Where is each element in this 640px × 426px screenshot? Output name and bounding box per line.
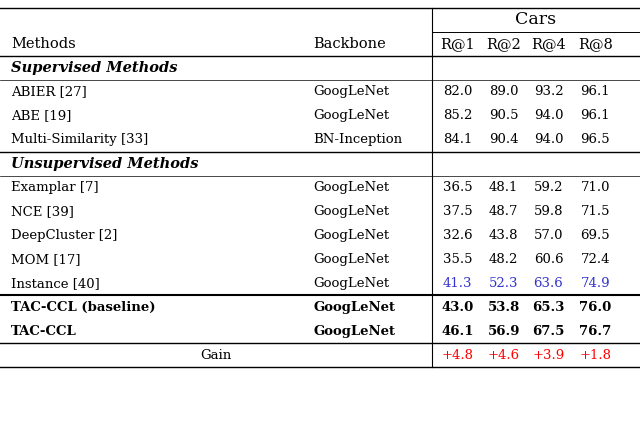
Text: GoogLeNet: GoogLeNet <box>314 253 390 266</box>
Text: Gain: Gain <box>200 349 232 362</box>
Text: DeepCluster [2]: DeepCluster [2] <box>11 229 117 242</box>
Text: GoogLeNet: GoogLeNet <box>314 205 390 218</box>
Text: 52.3: 52.3 <box>489 277 518 290</box>
Text: Examplar [7]: Examplar [7] <box>11 181 99 194</box>
Text: 48.2: 48.2 <box>489 253 518 266</box>
Text: ABIER [27]: ABIER [27] <box>11 85 86 98</box>
Text: TAC-CCL: TAC-CCL <box>11 325 77 338</box>
Text: Unsupervised Methods: Unsupervised Methods <box>11 157 198 170</box>
Text: 90.5: 90.5 <box>489 109 518 122</box>
Text: 82.0: 82.0 <box>443 85 472 98</box>
Text: 65.3: 65.3 <box>532 301 564 314</box>
Text: 60.6: 60.6 <box>534 253 563 266</box>
Text: R@1: R@1 <box>440 37 475 51</box>
Text: 76.7: 76.7 <box>579 325 611 338</box>
Text: 46.1: 46.1 <box>442 325 474 338</box>
Text: GoogLeNet: GoogLeNet <box>314 85 390 98</box>
Text: 36.5: 36.5 <box>443 181 472 194</box>
Text: 43.0: 43.0 <box>442 301 474 314</box>
Text: +1.8: +1.8 <box>579 349 611 362</box>
Text: 56.9: 56.9 <box>488 325 520 338</box>
Text: 96.1: 96.1 <box>580 85 610 98</box>
Text: Supervised Methods: Supervised Methods <box>11 60 177 75</box>
Text: 94.0: 94.0 <box>534 109 563 122</box>
Text: GoogLeNet: GoogLeNet <box>314 181 390 194</box>
Text: R@8: R@8 <box>578 37 612 51</box>
Text: 53.8: 53.8 <box>488 301 520 314</box>
Text: 76.0: 76.0 <box>579 301 611 314</box>
Text: 41.3: 41.3 <box>443 277 472 290</box>
Text: 63.6: 63.6 <box>534 277 563 290</box>
Text: 89.0: 89.0 <box>489 85 518 98</box>
Text: TAC-CCL (baseline): TAC-CCL (baseline) <box>11 301 156 314</box>
Text: 43.8: 43.8 <box>489 229 518 242</box>
Text: 59.8: 59.8 <box>534 205 563 218</box>
Text: +4.8: +4.8 <box>442 349 474 362</box>
Text: 71.0: 71.0 <box>580 181 610 194</box>
Text: GoogLeNet: GoogLeNet <box>314 301 396 314</box>
Text: Cars: Cars <box>515 11 557 28</box>
Text: R@4: R@4 <box>531 37 566 51</box>
Text: 48.1: 48.1 <box>489 181 518 194</box>
Text: GoogLeNet: GoogLeNet <box>314 325 396 338</box>
Text: 96.5: 96.5 <box>580 133 610 146</box>
Text: 72.4: 72.4 <box>580 253 610 266</box>
Text: GoogLeNet: GoogLeNet <box>314 109 390 122</box>
Text: 96.1: 96.1 <box>580 109 610 122</box>
Text: 94.0: 94.0 <box>534 133 563 146</box>
Text: GoogLeNet: GoogLeNet <box>314 277 390 290</box>
Text: R@2: R@2 <box>486 37 521 51</box>
Text: 48.7: 48.7 <box>489 205 518 218</box>
Text: GoogLeNet: GoogLeNet <box>314 229 390 242</box>
Text: NCE [39]: NCE [39] <box>11 205 74 218</box>
Text: 84.1: 84.1 <box>443 133 472 146</box>
Text: Multi-Similarity [33]: Multi-Similarity [33] <box>11 133 148 146</box>
Text: 74.9: 74.9 <box>580 277 610 290</box>
Text: BN-Inception: BN-Inception <box>314 133 403 146</box>
Text: 35.5: 35.5 <box>443 253 472 266</box>
Text: 85.2: 85.2 <box>443 109 472 122</box>
Text: +4.6: +4.6 <box>488 349 520 362</box>
Text: 57.0: 57.0 <box>534 229 563 242</box>
Text: 90.4: 90.4 <box>489 133 518 146</box>
Text: 32.6: 32.6 <box>443 229 472 242</box>
Text: 59.2: 59.2 <box>534 181 563 194</box>
Text: 93.2: 93.2 <box>534 85 563 98</box>
Text: MOM [17]: MOM [17] <box>11 253 81 266</box>
Text: 67.5: 67.5 <box>532 325 564 338</box>
Text: ABE [19]: ABE [19] <box>11 109 71 122</box>
Text: Methods: Methods <box>11 37 76 51</box>
Text: 37.5: 37.5 <box>443 205 472 218</box>
Text: 71.5: 71.5 <box>580 205 610 218</box>
Text: Instance [40]: Instance [40] <box>11 277 100 290</box>
Text: Backbone: Backbone <box>314 37 387 51</box>
Text: +3.9: +3.9 <box>532 349 564 362</box>
Text: 69.5: 69.5 <box>580 229 610 242</box>
